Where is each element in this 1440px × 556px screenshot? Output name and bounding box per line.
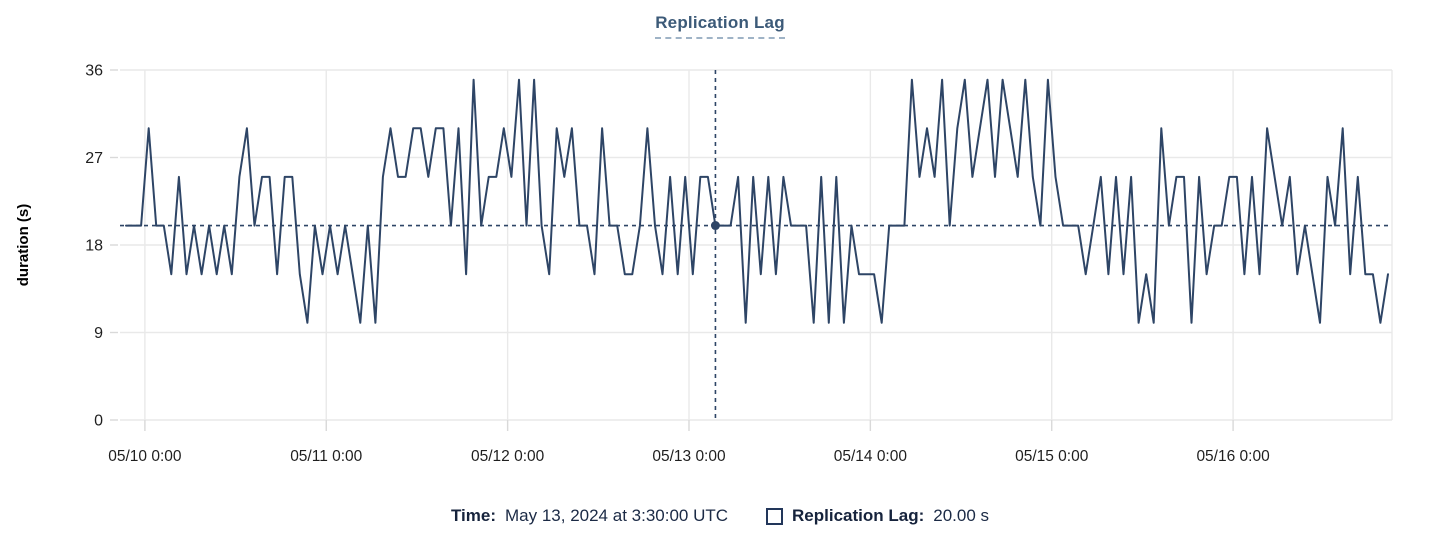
time-label: Time: <box>450 506 496 525</box>
x-tick-label: 05/14 0:00 <box>834 448 908 465</box>
x-tick-label: 05/13 0:00 <box>652 448 726 465</box>
y-tick-label: 18 <box>85 238 103 255</box>
y-tick-label: 36 <box>85 63 103 80</box>
y-tick-label: 0 <box>94 413 103 430</box>
y-tick-label: 27 <box>85 150 103 167</box>
series-label[interactable]: Replication Lag: <box>792 506 925 525</box>
x-tick-label: 05/11 0:00 <box>290 448 362 465</box>
chart-title-legend-toggle[interactable]: Replication Lag <box>655 13 785 39</box>
replication-lag-chart[interactable]: 0 9 18 27 36 05/10 0:00 05/11 0:00 05/12 0:00 05… <box>0 0 1440 490</box>
y-axis-title: duration (s) <box>15 204 32 287</box>
x-tick-label: 05/15 0:00 <box>1015 448 1089 465</box>
crosshair-dot <box>710 221 720 231</box>
series-swatch-icon[interactable] <box>766 507 784 525</box>
chart-header: Replication Lag <box>0 13 1440 39</box>
x-tick-label: 05/16 0:00 <box>1196 448 1270 465</box>
x-tick-label: 05/12 0:00 <box>471 448 545 465</box>
series-value: 20.00 s <box>933 506 990 525</box>
y-tick-label: 9 <box>94 325 103 342</box>
hover-readout: Time: May 13, 2024 at 3:30:00 UTC Replic… <box>0 506 1440 526</box>
replication-lag-line <box>125 78 1389 324</box>
x-tick-label: 05/10 0:00 <box>108 448 182 465</box>
time-value: May 13, 2024 at 3:30:00 UTC <box>505 506 729 525</box>
